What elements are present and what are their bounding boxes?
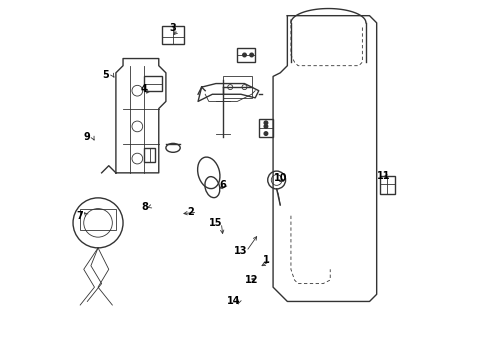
Text: 3: 3 [169, 23, 176, 33]
Circle shape [242, 53, 246, 57]
Bar [144, 76, 162, 91]
Circle shape [264, 125, 267, 128]
Text: 15: 15 [209, 218, 222, 228]
Text: 12: 12 [244, 275, 258, 285]
Text: 11: 11 [376, 171, 390, 181]
Bar [80, 208, 116, 230]
Text: 14: 14 [226, 296, 240, 306]
Circle shape [264, 121, 267, 125]
Text: 1: 1 [262, 255, 269, 265]
Bar [162, 26, 183, 44]
Text: 13: 13 [234, 247, 247, 256]
Bar [258, 119, 272, 137]
Text: 8: 8 [141, 202, 147, 212]
Bar [144, 148, 155, 162]
Bar [380, 176, 394, 194]
Text: 7: 7 [77, 211, 83, 221]
Circle shape [249, 53, 253, 57]
Text: 2: 2 [187, 207, 194, 217]
Text: 4: 4 [141, 84, 147, 94]
Text: 10: 10 [273, 173, 286, 183]
Bar [237, 48, 255, 62]
Text: 6: 6 [219, 180, 226, 190]
Bar [223, 76, 251, 98]
Circle shape [264, 132, 267, 135]
Text: 9: 9 [84, 132, 90, 142]
Text: 5: 5 [102, 69, 108, 80]
